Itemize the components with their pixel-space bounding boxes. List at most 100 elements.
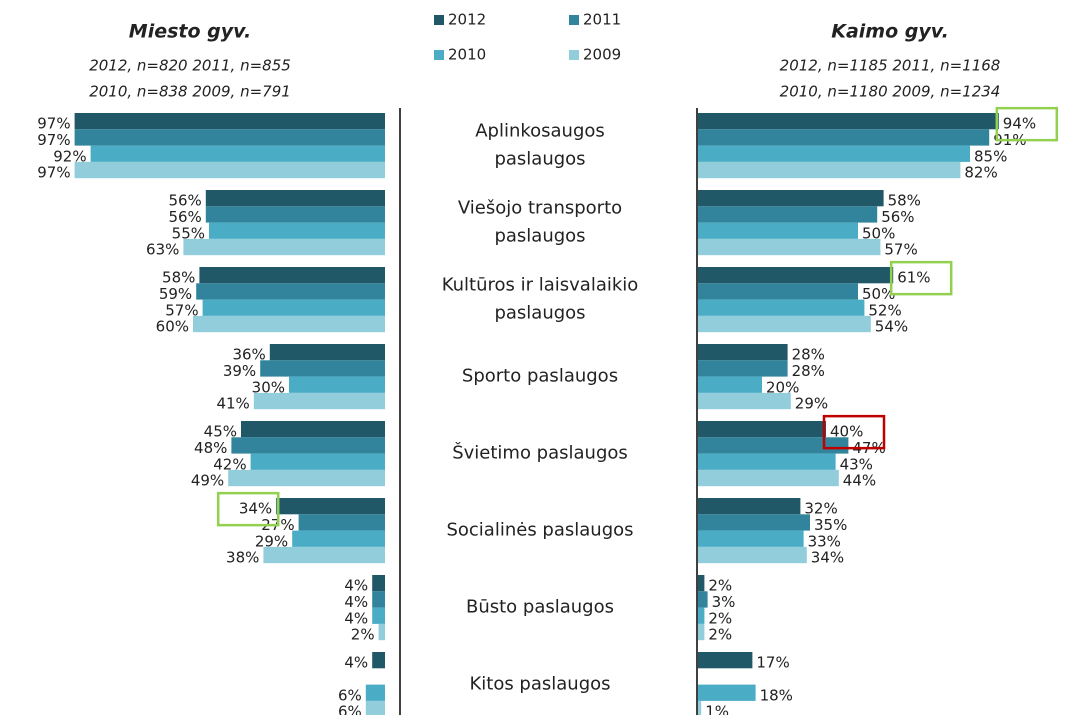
value-label: 55% xyxy=(172,224,205,242)
value-label: 85% xyxy=(974,147,1007,165)
bar xyxy=(698,575,705,592)
value-label: 56% xyxy=(881,208,914,226)
value-label: 28% xyxy=(792,362,825,380)
bar xyxy=(698,591,708,608)
bar xyxy=(698,684,756,701)
bar xyxy=(698,283,858,300)
legend-label: 2010 xyxy=(448,46,486,64)
value-label: 3% xyxy=(712,593,736,611)
value-label: 97% xyxy=(37,164,70,182)
legend-swatch xyxy=(569,50,579,60)
category-label: paslaugos xyxy=(494,226,585,247)
bar xyxy=(74,129,385,146)
value-label: 29% xyxy=(255,532,288,550)
value-label: 35% xyxy=(814,516,847,534)
value-label: 82% xyxy=(964,164,997,182)
legend-label: 2009 xyxy=(583,46,621,64)
bar xyxy=(196,283,385,300)
legend-swatch xyxy=(569,15,579,25)
category-label: Aplinkosaugos xyxy=(475,121,605,142)
legend-swatch xyxy=(434,15,444,25)
value-label: 4% xyxy=(344,593,368,611)
bar xyxy=(698,299,865,316)
value-label: 28% xyxy=(792,346,825,364)
bar xyxy=(698,530,804,547)
bar xyxy=(698,392,791,410)
value-label: 45% xyxy=(204,423,237,441)
category-label: paslaugos xyxy=(494,149,585,170)
value-label: 4% xyxy=(344,609,368,627)
value-label: 38% xyxy=(226,549,259,567)
value-label: 2% xyxy=(708,577,732,595)
value-label: 56% xyxy=(168,192,201,210)
bar xyxy=(698,145,970,162)
bar xyxy=(698,360,788,377)
bar xyxy=(298,514,385,531)
bar xyxy=(698,129,990,146)
bar xyxy=(698,437,849,454)
bar xyxy=(365,700,385,715)
bar xyxy=(698,453,836,470)
bar xyxy=(241,421,385,438)
value-label: 58% xyxy=(888,192,921,210)
bar xyxy=(372,652,385,669)
value-label: 52% xyxy=(868,301,901,319)
panel-subtitle: 2010, n=1180 2009, n=1234 xyxy=(780,83,1001,101)
panel-subtitle: 2012, n=820 2011, n=855 xyxy=(89,57,291,75)
value-label: 49% xyxy=(191,472,224,490)
bar xyxy=(698,498,801,515)
value-label: 2% xyxy=(708,626,732,644)
bar xyxy=(209,222,385,239)
bar xyxy=(698,652,753,669)
value-label: 58% xyxy=(162,269,195,287)
bar xyxy=(698,315,871,333)
bar xyxy=(698,546,807,564)
bar xyxy=(205,190,385,207)
value-label: 57% xyxy=(884,241,917,259)
value-label: 61% xyxy=(897,269,930,287)
value-label: 39% xyxy=(223,362,256,380)
highlight-box xyxy=(889,260,953,296)
panel-title: Kaimo gyv. xyxy=(831,21,949,43)
panel-subtitle: 2010, n=838 2009, n=791 xyxy=(89,83,291,101)
bar xyxy=(372,575,385,592)
legend-label: 2012 xyxy=(448,11,486,29)
category-label: Sporto paslaugos xyxy=(462,366,618,387)
value-label: 60% xyxy=(156,318,189,336)
value-label: 54% xyxy=(875,318,908,336)
bar xyxy=(263,546,385,564)
category-label: Socialinės paslaugos xyxy=(446,520,633,541)
category-label: Viešojo transporto xyxy=(458,198,622,219)
bar xyxy=(698,700,702,715)
bar xyxy=(698,222,858,239)
value-label: 1% xyxy=(705,703,729,715)
value-label: 50% xyxy=(862,224,895,242)
value-label: 92% xyxy=(53,147,86,165)
bar xyxy=(193,315,385,333)
bar xyxy=(74,161,385,179)
bar xyxy=(289,376,385,393)
value-label: 43% xyxy=(840,455,873,473)
bar xyxy=(250,453,385,470)
bar xyxy=(74,113,385,130)
bar xyxy=(698,469,839,487)
value-label: 44% xyxy=(843,472,876,490)
bar xyxy=(698,267,894,284)
bar xyxy=(253,392,385,410)
bar xyxy=(228,469,385,487)
category-label: Kultūros ir laisvalaikio xyxy=(442,275,639,296)
value-label: 97% xyxy=(37,131,70,149)
value-label: 63% xyxy=(146,241,179,259)
value-label: 2% xyxy=(351,626,375,644)
bar xyxy=(183,238,385,256)
value-label: 36% xyxy=(232,346,265,364)
bar xyxy=(260,360,385,377)
bar xyxy=(269,344,385,361)
bar xyxy=(276,498,385,515)
value-label: 40% xyxy=(830,423,863,441)
category-label: Švietimo paslaugos xyxy=(452,442,628,464)
value-label: 29% xyxy=(795,395,828,413)
bar xyxy=(698,206,878,223)
panel-title: Miesto gyv. xyxy=(129,21,251,43)
value-label: 42% xyxy=(213,455,246,473)
